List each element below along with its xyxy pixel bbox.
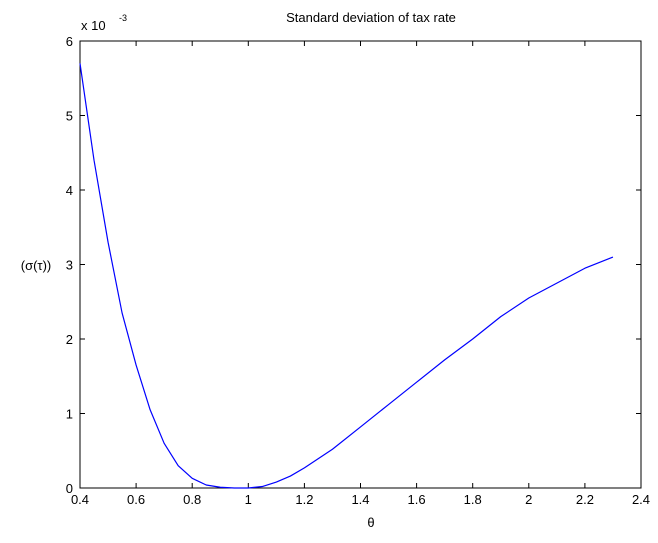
x-tick-label: 2.2 [576,492,594,507]
x-tick-label: 1.8 [464,492,482,507]
x-axis-label: θ [367,515,374,530]
y-tick-label: 6 [66,34,73,49]
x-tick-label: 2.4 [632,492,650,507]
x-tick-label: 0.8 [183,492,201,507]
x-tick-label: 2 [525,492,532,507]
plot-area: 0.4 0.6 0.8 1 1.2 1.4 1.6 1.8 2 2.2 2.4 0 1 2 3 4 5 6 [66,34,650,507]
series-line [79,63,614,489]
axes-box [79,40,642,489]
y-tick-label: 0 [66,481,73,496]
y-exponent-power: -3 [119,13,127,23]
y-tick-label: 4 [66,183,73,198]
y-tick-label: 3 [66,258,73,273]
x-tick-label: 1.2 [295,492,313,507]
x-tick-label: 1.6 [408,492,426,507]
y-tick-label: 5 [66,109,73,124]
y-tick-label: 2 [66,332,73,347]
y-tick-label: 1 [66,407,73,422]
x-tick-label: 0.6 [127,492,145,507]
x-tick-label: 1.4 [351,492,369,507]
x-tick-label: 1 [245,492,252,507]
y-exponent-base: x 10 [81,18,106,33]
x-tick-label: 0.4 [71,492,89,507]
y-axis-label: (σ(τ)) [21,258,51,273]
chart-title: Standard deviation of tax rate [286,10,456,25]
